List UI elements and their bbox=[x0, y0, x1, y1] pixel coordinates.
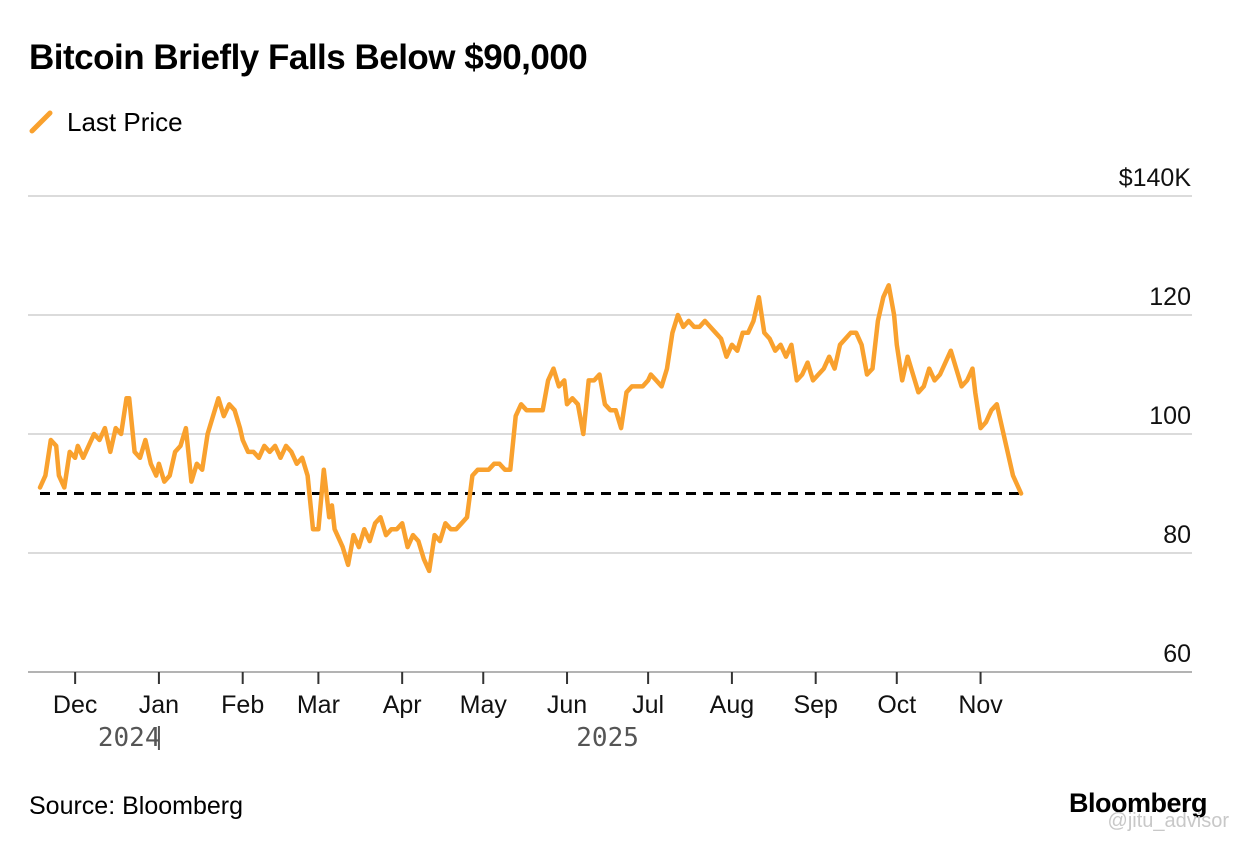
x-tick-label-feb: Feb bbox=[221, 691, 264, 719]
x-tick-label-jun: Jun bbox=[547, 691, 587, 719]
x-tick-label-sep: Sep bbox=[793, 691, 837, 719]
x-tick-label-nov: Nov bbox=[958, 691, 1003, 719]
source-note: Source: Bloomberg bbox=[29, 792, 244, 820]
y-tick-label-80: 80 bbox=[1163, 521, 1191, 549]
x-tick-label-jan: Jan bbox=[139, 691, 179, 719]
line-chart: $140K 120 100 80 60 Dec Jan Feb Mar Apr May Jun Jul… bbox=[28, 164, 1192, 753]
legend-line-icon bbox=[29, 110, 53, 134]
x-tick-label-dec: Dec bbox=[53, 691, 97, 719]
bloomberg-logo: Bloomberg bbox=[1068, 788, 1208, 818]
y-tick-label-120: 120 bbox=[1149, 283, 1191, 311]
year-label-2024: 2024 bbox=[98, 723, 161, 753]
legend: Last Price bbox=[29, 104, 183, 140]
gridlines bbox=[28, 195, 1192, 673]
chart-title: Bitcoin Briefly Falls Below $90,000 bbox=[29, 38, 588, 77]
y-tick-label-100: 100 bbox=[1149, 402, 1191, 430]
series-line-last-price bbox=[37, 283, 1024, 574]
legend-label: Last Price bbox=[67, 106, 183, 137]
x-tick-label-aug: Aug bbox=[710, 691, 754, 719]
watermark: @jitu_advisor bbox=[1107, 810, 1229, 832]
x-tick-label-mar: Mar bbox=[297, 691, 340, 719]
x-tick-label-jul: Jul bbox=[632, 691, 664, 719]
y-tick-label-140: $140K bbox=[1119, 164, 1192, 192]
y-axis: $140K 120 100 80 60 bbox=[1119, 164, 1192, 668]
x-tick-label-oct: Oct bbox=[877, 691, 916, 719]
y-tick-label-60: 60 bbox=[1163, 640, 1191, 668]
x-axis: Dec Jan Feb Mar Apr May Jun Jul Aug Sep Oct Nov 2024… bbox=[53, 672, 1003, 753]
series-group bbox=[37, 283, 1024, 574]
x-tick-label-apr: Apr bbox=[383, 691, 422, 719]
x-tick-label-may: May bbox=[460, 691, 508, 719]
year-label-2025: 2025 bbox=[576, 723, 639, 753]
